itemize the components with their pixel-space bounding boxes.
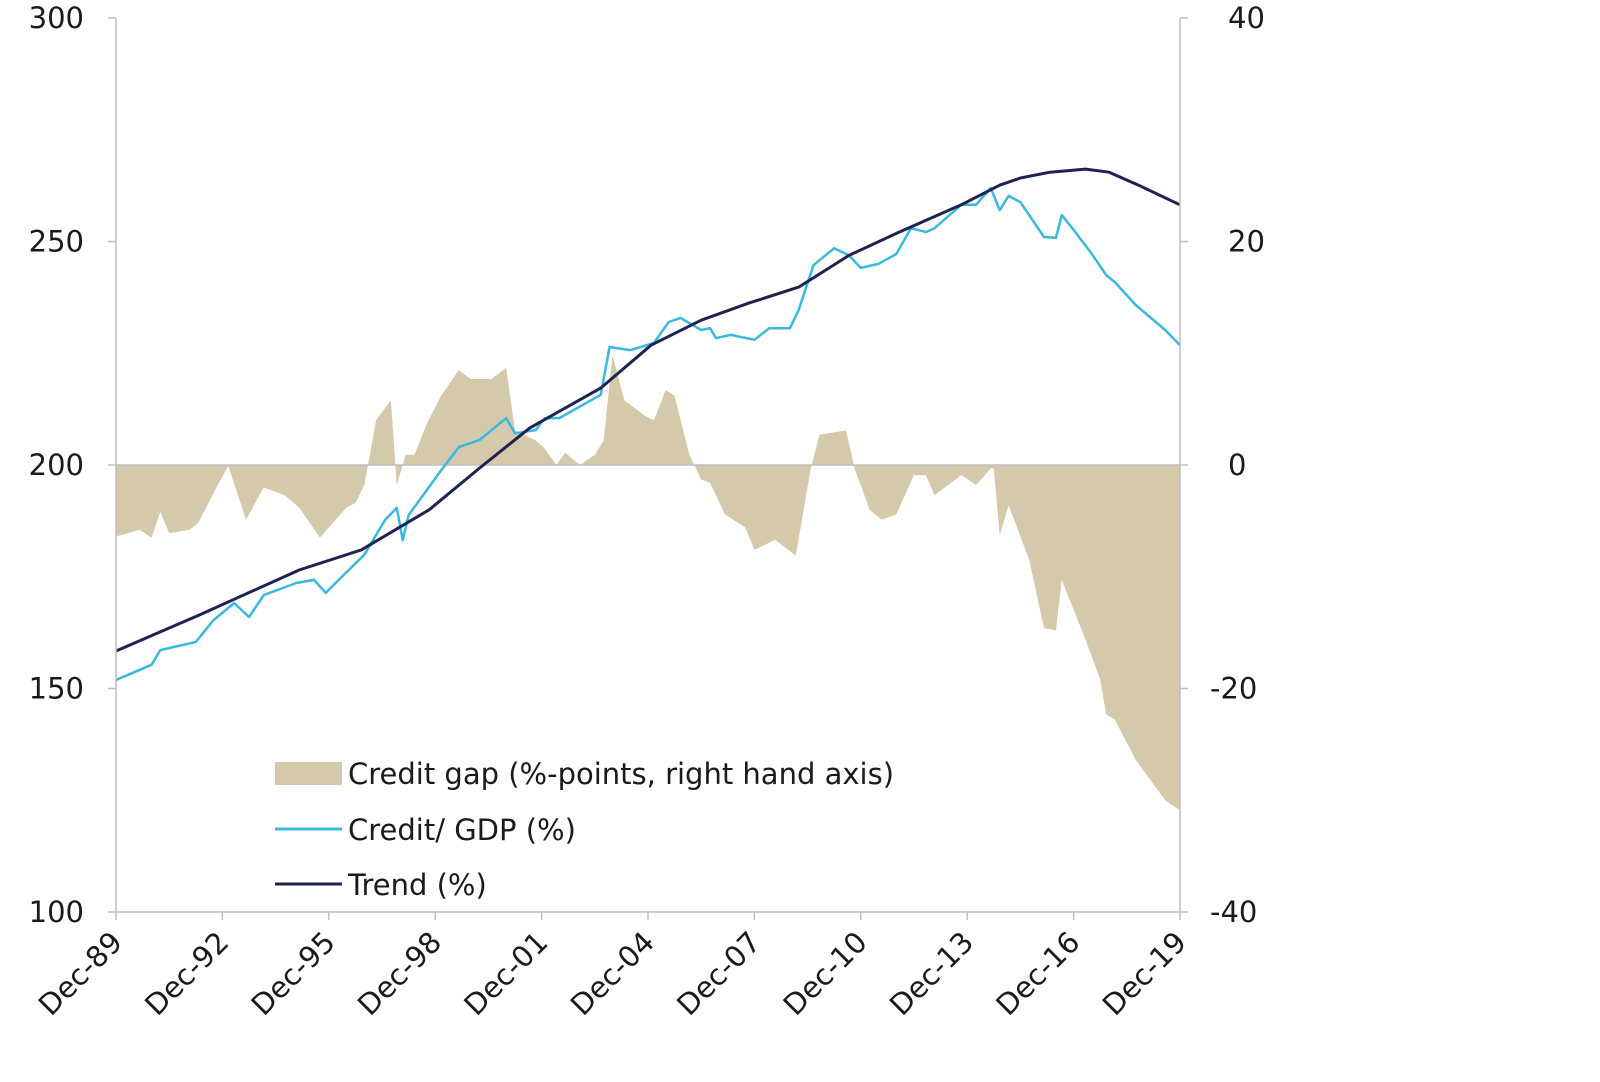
left-tick-label: 150 <box>29 672 84 706</box>
x-tick-label: Dec-10 <box>777 925 874 1022</box>
x-tick-label: Dec-16 <box>989 925 1086 1022</box>
credit-gap-area-layer <box>116 355 1180 811</box>
x-tick-label: Dec-95 <box>245 925 342 1022</box>
right-tick-label: 0 <box>1228 448 1246 482</box>
right-tick-label: 40 <box>1228 1 1265 35</box>
right-tick-label: -20 <box>1210 672 1257 706</box>
x-tick-label: Dec-92 <box>138 925 235 1022</box>
legend-label-trend: Trend (%) <box>347 868 487 902</box>
left-tick-label: 250 <box>29 225 84 259</box>
legend: Credit gap (%-points, right hand axis) C… <box>275 757 894 902</box>
series-line-credit-gdp <box>115 186 1181 682</box>
x-tick-label: Dec-04 <box>564 925 661 1022</box>
series-line-trend <box>115 167 1181 653</box>
right-tick-label: -40 <box>1210 895 1257 929</box>
x-tick-label: Dec-07 <box>670 925 767 1022</box>
x-tick-label: Dec-19 <box>1096 925 1193 1022</box>
legend-swatch-credit-gap <box>275 762 342 785</box>
x-tick-label: Dec-98 <box>351 925 448 1022</box>
legend-label-credit-gap: Credit gap (%-points, right hand axis) <box>348 757 894 791</box>
right-tick-label: 20 <box>1228 225 1265 259</box>
x-tick-label: Dec-89 <box>32 925 129 1022</box>
x-tick-label: Dec-13 <box>883 925 980 1022</box>
series-area-credit-gap-points-right-hand-axis <box>116 355 1180 811</box>
left-tick-label: 300 <box>29 1 84 35</box>
line-layer <box>115 167 1181 682</box>
x-tick-label: Dec-01 <box>457 925 554 1022</box>
left-tick-label: 200 <box>29 448 84 482</box>
legend-label-credit-gdp: Credit/ GDP (%) <box>348 813 576 847</box>
left-tick-label: 100 <box>29 895 84 929</box>
